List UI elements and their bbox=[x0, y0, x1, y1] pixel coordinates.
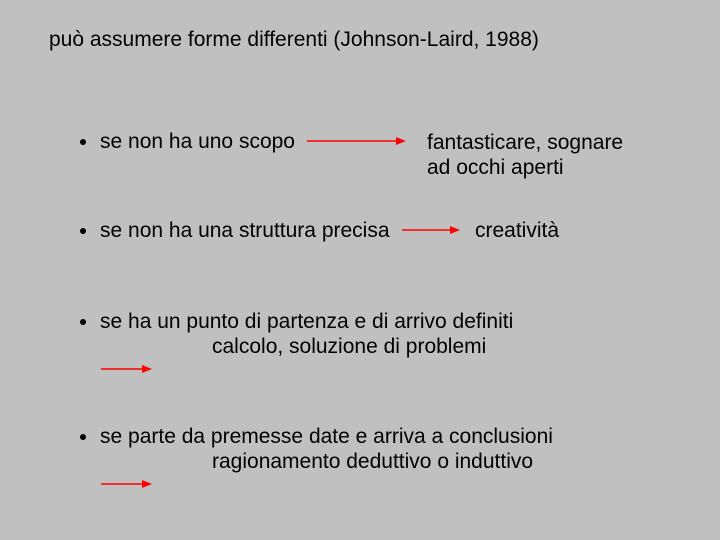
bullet-3-line2: calcolo, soluzione di problemi bbox=[212, 335, 486, 359]
bullet-4-line2: ragionamento deduttivo o induttivo bbox=[212, 450, 533, 474]
bullet-2-left-text: se non ha una struttura precisa bbox=[100, 219, 390, 243]
bullet-1-right-line1: fantasticare, sognare bbox=[427, 130, 623, 155]
bullet-1-left-text: se non ha uno scopo bbox=[100, 130, 295, 154]
bullet-1-right-line2: ad occhi aperti bbox=[427, 155, 623, 180]
arrow-2 bbox=[402, 224, 467, 236]
bullet-4-line1: se parte da premesse date e arriva a con… bbox=[100, 425, 553, 449]
arrow-3 bbox=[101, 363, 159, 375]
bullet-dot bbox=[80, 319, 86, 325]
slide: può assumere forme differenti (Johnson-L… bbox=[0, 0, 720, 540]
bullet-2-right-text: creatività bbox=[475, 219, 559, 243]
bullet-item-3: se ha un punto di partenza e di arrivo d… bbox=[80, 310, 513, 334]
bullet-item-2: se non ha una struttura precisa bbox=[80, 219, 390, 243]
bullet-3-line1: se ha un punto di partenza e di arrivo d… bbox=[100, 310, 513, 334]
bullet-dot bbox=[80, 434, 86, 440]
arrow-4 bbox=[101, 478, 159, 490]
bullet-dot bbox=[80, 228, 86, 234]
bullet-item-1: se non ha uno scopo bbox=[80, 130, 295, 154]
bullet-item-4: se parte da premesse date e arriva a con… bbox=[80, 425, 553, 449]
bullet-dot bbox=[80, 139, 86, 145]
slide-title: può assumere forme differenti (Johnson-L… bbox=[49, 28, 539, 52]
bullet-1-right-text: fantasticare, sognare ad occhi aperti bbox=[427, 130, 623, 180]
arrow-1 bbox=[307, 135, 412, 147]
